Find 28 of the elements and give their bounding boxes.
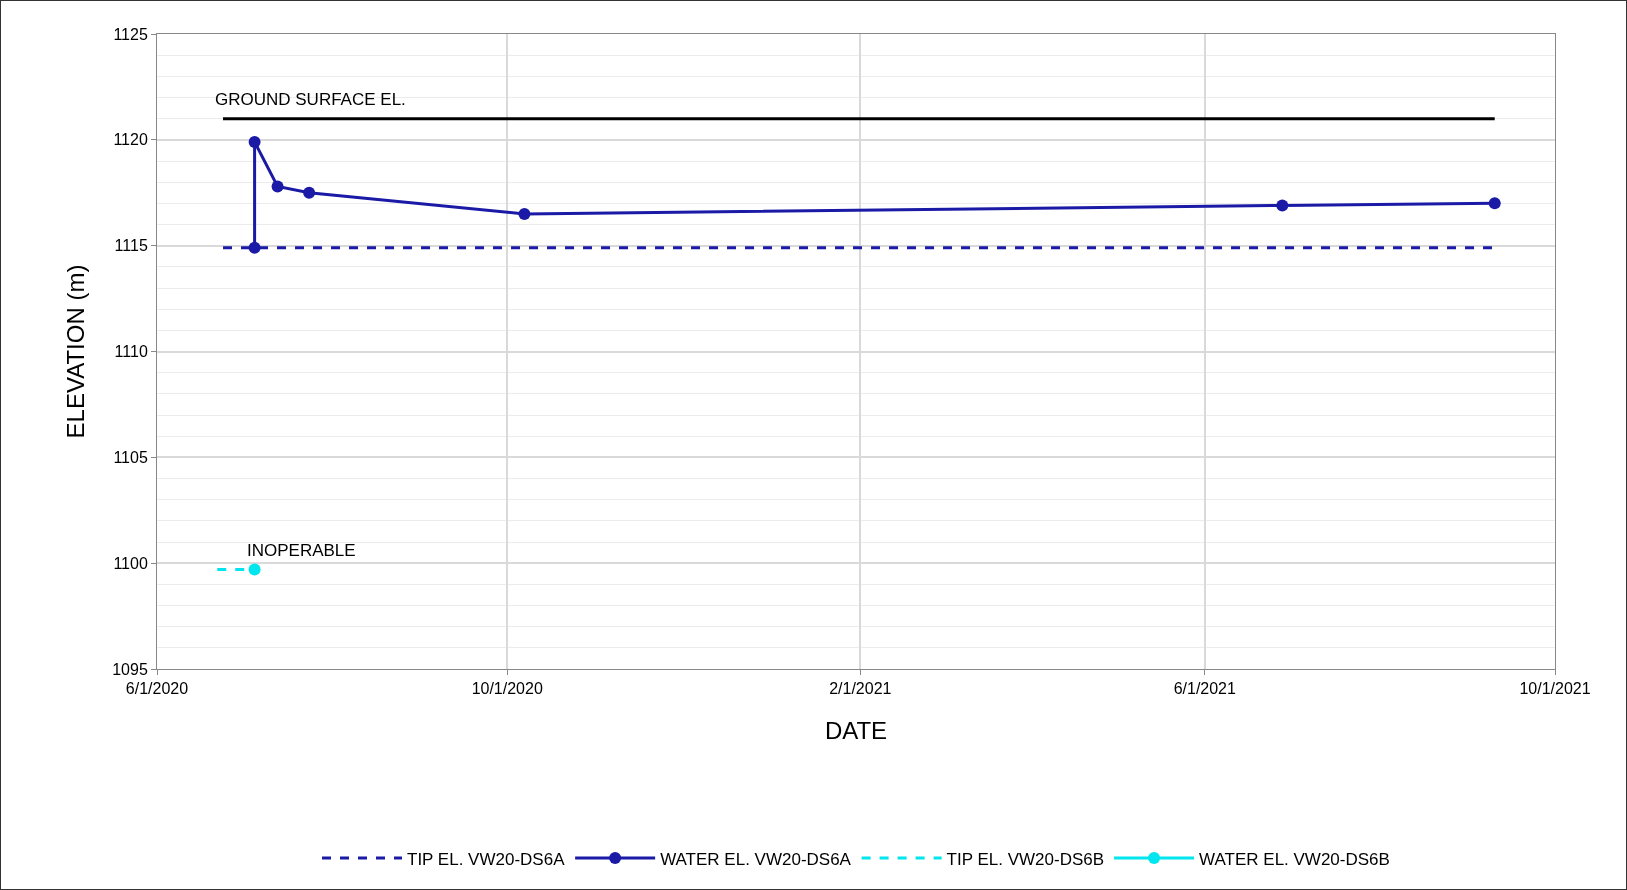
y-tick-label: 1120 — [113, 131, 148, 149]
point — [1276, 199, 1289, 212]
x-tick-label: 10/1/2021 — [1519, 680, 1591, 698]
x-tick-label: 2/1/2021 — [829, 680, 892, 698]
y-tick-label: 1095 — [112, 660, 148, 678]
y-tick-label: 1110 — [114, 343, 148, 361]
annotation: GROUND SURFACE EL. — [215, 90, 406, 109]
x-tick-label: 6/1/2021 — [1173, 680, 1237, 698]
y-tick-label: 1115 — [114, 237, 148, 255]
x-tick-label: 6/1/2020 — [125, 680, 189, 698]
legend-label: WATER EL. VW20-DS6A — [660, 849, 852, 869]
legend-label: TIP EL. VW20-DS6B — [946, 849, 1105, 869]
y-tick-label: 1125 — [113, 25, 148, 43]
legend-label: TIP EL. VW20-DS6A — [407, 849, 566, 869]
point — [271, 180, 284, 193]
point — [248, 241, 261, 254]
legend-label: WATER EL. VW20-DS6B — [1199, 849, 1390, 869]
y-axis-title: ELEVATION (m) — [62, 264, 90, 439]
x-tick-label: 10/1/2020 — [471, 680, 543, 698]
point — [248, 563, 261, 576]
x-axis-title: DATE — [824, 716, 888, 744]
point — [248, 135, 261, 148]
point — [1488, 197, 1501, 210]
annotation: INOPERABLE — [247, 541, 356, 560]
y-tick-label: 1105 — [113, 448, 148, 466]
point — [518, 207, 531, 220]
y-tick-label: 1100 — [113, 554, 148, 572]
point — [303, 186, 316, 199]
